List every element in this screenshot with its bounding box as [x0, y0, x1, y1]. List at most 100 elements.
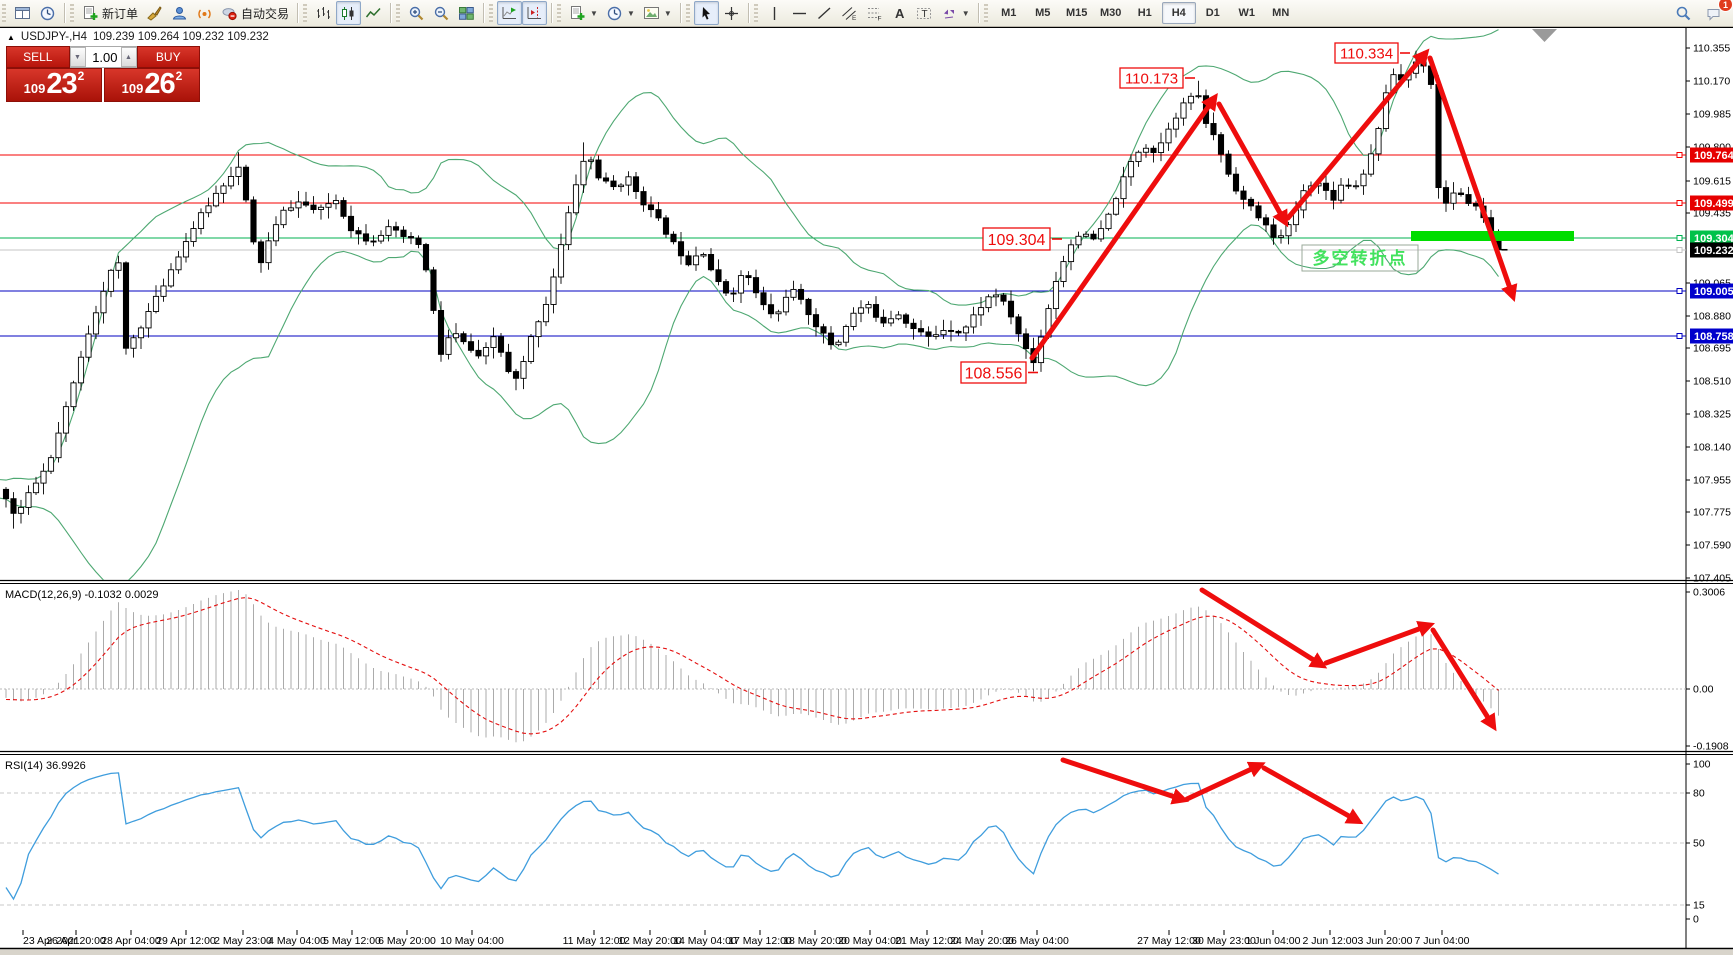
search-icon	[1675, 5, 1692, 22]
buy-price[interactable]: 109 26 2	[104, 68, 200, 102]
arrows-button[interactable]: ▼	[937, 1, 974, 25]
trend-arrow[interactable]	[1285, 48, 1430, 221]
bollinger-upper-band[interactable]	[0, 29, 1499, 481]
date-label: 23 Apr 2021	[23, 935, 80, 947]
trend-arrow[interactable]	[1216, 101, 1289, 228]
toolbar-drag-handle	[753, 4, 758, 22]
candles-layer	[2, 50, 1508, 529]
zoom-in-button[interactable]	[404, 1, 429, 25]
line-chart-button[interactable]	[361, 1, 386, 25]
trend-arrow[interactable]	[1430, 627, 1497, 732]
search-button[interactable]	[1671, 1, 1696, 25]
tile-windows-button[interactable]	[454, 1, 479, 25]
horizontal-line-icon	[791, 5, 808, 22]
trend-arrow[interactable]	[1029, 93, 1218, 361]
price-callout-box[interactable]	[982, 227, 1051, 251]
auto-scroll-button[interactable]	[497, 1, 523, 25]
chart-shift-button[interactable]	[522, 1, 548, 25]
timeframe-D1-button[interactable]: D1	[1205, 7, 1220, 19]
svg-text:E: E	[852, 15, 857, 22]
turning-point-box[interactable]	[1301, 244, 1419, 272]
trend-arrow[interactable]	[1060, 757, 1190, 805]
profile-window-button[interactable]	[10, 1, 35, 25]
macd-tick-label: 0.00	[1693, 684, 1714, 696]
chart-canvas[interactable]: 110.355110.170109.985109.800109.615109.4…	[0, 26, 1733, 955]
periods-button[interactable]: ▼	[602, 1, 639, 25]
sell-button[interactable]: SELL	[6, 46, 70, 68]
trend-arrow[interactable]	[1323, 620, 1435, 666]
toolbar-separator	[977, 3, 980, 23]
sell-price[interactable]: 109 23 2	[6, 68, 102, 102]
timeframe-M30-button[interactable]: M30	[1100, 7, 1122, 19]
rsi-line[interactable]	[5, 772, 1499, 901]
collapse-panel-icon[interactable]: ▲	[7, 32, 15, 42]
price-badge-text: 108.758	[1694, 331, 1733, 343]
market-button[interactable]	[167, 1, 192, 25]
trend-arrow[interactable]	[1184, 761, 1266, 802]
timeframe-M15-button[interactable]: M15	[1066, 7, 1088, 19]
price-callout-box[interactable]	[960, 361, 1027, 384]
timeframe-M5-button[interactable]: M5	[1035, 7, 1051, 19]
candles-chart-button[interactable]	[336, 1, 362, 25]
templates-caret-icon: ▼	[663, 8, 672, 18]
level-line-anchor[interactable]	[1676, 152, 1683, 158]
level-line-anchor[interactable]	[1676, 235, 1683, 241]
chart-shift-marker[interactable]	[1532, 29, 1557, 42]
horizontal-line-button[interactable]	[787, 1, 812, 25]
date-label: 28 Apr 04:00	[101, 935, 161, 947]
notifications-button[interactable]: 1	[1702, 0, 1733, 25]
new-order-button[interactable]: 新订单	[78, 1, 142, 25]
templates-button[interactable]: ▼	[639, 1, 676, 25]
toolbar-separator	[679, 3, 682, 23]
equidistant-channel-button[interactable]: E	[837, 1, 862, 25]
level-line-anchor[interactable]	[1676, 200, 1683, 206]
trend-arrow[interactable]	[1261, 765, 1364, 825]
strategy-tester-button[interactable]	[35, 1, 60, 25]
bollinger-lower-band[interactable]	[0, 224, 1499, 590]
date-label: 6 May 20:00	[378, 935, 436, 947]
toolbar-drag-handle	[396, 4, 401, 22]
timeframe-W1-button[interactable]: W1	[1238, 7, 1255, 19]
quote-values: 109.239 109.264 109.232 109.232	[92, 31, 269, 43]
price-badge-109.304	[1690, 230, 1733, 246]
price-callout-text: 110.334	[1340, 45, 1393, 62]
volume-down-button[interactable]: ▼	[69, 47, 86, 67]
text-button[interactable]: A	[887, 1, 912, 25]
price-badge-109.232	[1690, 242, 1733, 258]
signals-button[interactable]	[192, 1, 217, 25]
level-line-anchor[interactable]	[1676, 333, 1683, 339]
price-tick-label: 107.405	[1693, 573, 1731, 585]
fibonacci-button[interactable]: F	[862, 1, 887, 25]
date-label: 7 Jun 04:00	[1415, 935, 1470, 947]
cursor-button[interactable]	[693, 1, 719, 25]
rsi-tick-label: 50	[1693, 838, 1705, 850]
level-line-anchor[interactable]	[1676, 288, 1683, 294]
zoom-out-button[interactable]	[429, 1, 454, 25]
trend-arrow[interactable]	[1427, 55, 1518, 303]
volume-up-button[interactable]: ▲	[120, 47, 137, 67]
timeframe-M1-button[interactable]: M1	[1001, 7, 1017, 19]
text-label-button[interactable]: T	[912, 1, 937, 25]
macd-signal-line[interactable]	[5, 597, 1499, 735]
trend-arrow[interactable]	[1199, 587, 1328, 669]
buy-button[interactable]: BUY	[136, 46, 200, 68]
autotrading-button[interactable]: 自动交易	[217, 1, 293, 25]
turning-point-text: 多空转折点	[1313, 248, 1408, 268]
price-tick-label: 109.615	[1693, 176, 1731, 188]
timeframe-H4-button[interactable]: H4	[1161, 2, 1196, 24]
vertical-line-button[interactable]	[762, 1, 787, 25]
styler-button[interactable]	[142, 1, 167, 25]
date-label: 1 Jun 04:00	[1246, 935, 1301, 947]
indicators-button[interactable]: ▼	[565, 1, 602, 25]
level-line-anchor[interactable]	[1676, 247, 1683, 253]
timeframe-group: M1 M5 M15 M30 H1 H4 D1 W1 MN	[990, 0, 1300, 26]
price-callout-box[interactable]	[1334, 42, 1399, 64]
crosshair-button[interactable]	[719, 1, 744, 25]
volume-input[interactable]	[85, 47, 121, 67]
trendline-button[interactable]	[812, 1, 837, 25]
timeframe-MN-button[interactable]: MN	[1272, 7, 1290, 19]
price-callout-box[interactable]	[1119, 67, 1184, 89]
bars-chart-button[interactable]	[311, 1, 336, 25]
toolbar-drag-handle	[685, 4, 690, 22]
timeframe-H1-button[interactable]: H1	[1137, 7, 1152, 19]
